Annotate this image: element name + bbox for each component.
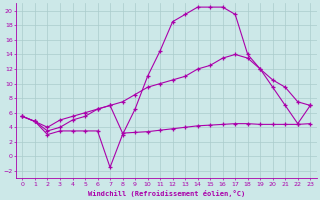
X-axis label: Windchill (Refroidissement éolien,°C): Windchill (Refroidissement éolien,°C) <box>88 190 245 197</box>
